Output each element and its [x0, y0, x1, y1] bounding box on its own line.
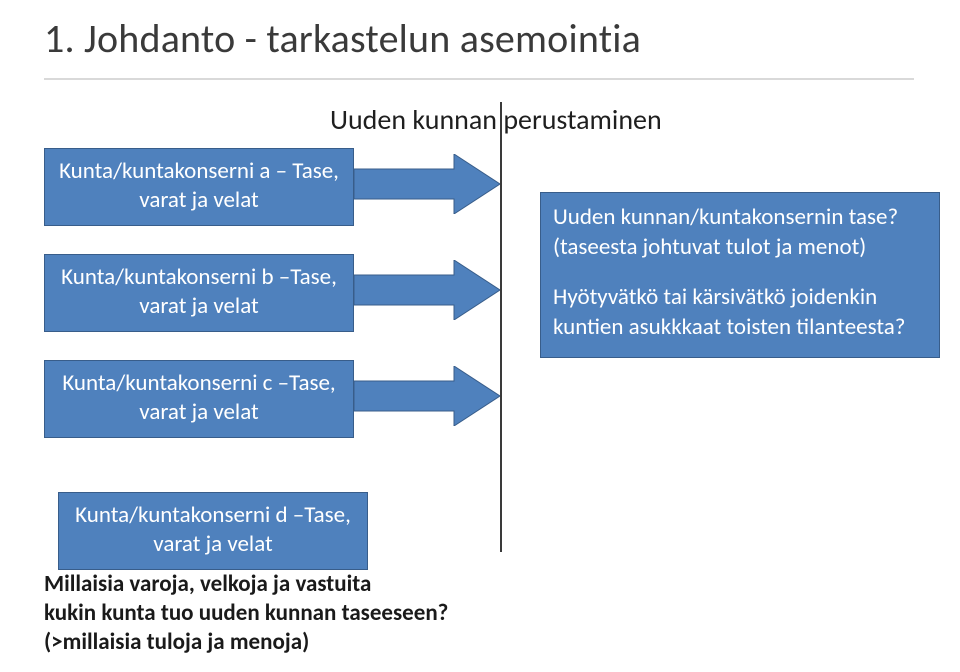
text-line: (>millaisia tuloja ja menoja): [44, 628, 524, 657]
box-line: varat ja velat: [51, 186, 347, 215]
text-line: Millaisia varoja, velkoja ja vastuita: [44, 570, 524, 599]
bottom-question: Millaisia varoja, velkoja ja vastuita ku…: [44, 570, 524, 656]
spacer: [553, 263, 927, 283]
subtitle: Uuden kunnan perustaminen: [330, 102, 662, 137]
title-underline: [44, 78, 914, 80]
box-line: kuntien asukkkaat toisten tilanteesta?: [553, 313, 927, 343]
arrow-icon: [354, 260, 500, 320]
page-title: 1. Johdanto - tarkastelun asemointia: [44, 14, 641, 63]
box-line: varat ja velat: [65, 530, 361, 559]
arrow-icon: [354, 366, 500, 426]
box-line: (taseesta johtuvat tulot ja menot): [553, 233, 927, 263]
input-box-b: Kunta/kuntakonserni b –Tase, varat ja ve…: [44, 254, 354, 332]
slide: 1. Johdanto - tarkastelun asemointia Uud…: [0, 0, 960, 672]
arrow-icon: [354, 154, 500, 214]
box-line: varat ja velat: [51, 292, 347, 321]
box-line: Uuden kunnan/kuntakonsernin tase?: [553, 203, 927, 233]
box-line: Kunta/kuntakonserni c –Tase,: [51, 369, 347, 398]
center-divider-line: [500, 102, 502, 552]
output-box: Uuden kunnan/kuntakonsernin tase? (tasee…: [540, 192, 940, 358]
box-line: Kunta/kuntakonserni d –Tase,: [65, 501, 361, 530]
input-box-a: Kunta/kuntakonserni a – Tase, varat ja v…: [44, 148, 354, 226]
box-line: varat ja velat: [51, 398, 347, 427]
box-line: Kunta/kuntakonserni b –Tase,: [51, 263, 347, 292]
input-box-c: Kunta/kuntakonserni c –Tase, varat ja ve…: [44, 360, 354, 438]
box-line: Kunta/kuntakonserni a – Tase,: [51, 157, 347, 186]
text-line: kukin kunta tuo uuden kunnan taseeseen?: [44, 599, 524, 628]
input-box-d: Kunta/kuntakonserni d –Tase, varat ja ve…: [58, 492, 368, 570]
box-line: Hyötyvätkö tai kärsivätkö joidenkin: [553, 283, 927, 313]
